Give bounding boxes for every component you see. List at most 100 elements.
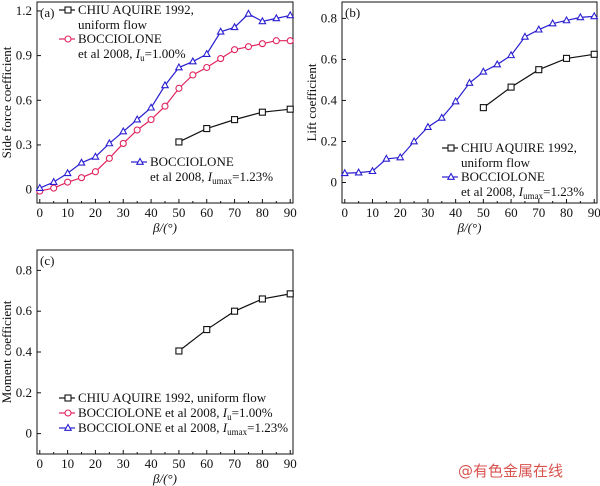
legend-label: uniform flow [461, 155, 531, 170]
circle-marker [77, 174, 86, 182]
triangle-marker [368, 166, 377, 175]
triangle-marker [562, 15, 571, 24]
x-tick-label: 70 [228, 205, 241, 220]
triangle-marker [119, 126, 128, 135]
y-axis-label: Side force coefficient [0, 46, 14, 158]
legend-label: BOCCIOLONE [78, 31, 162, 46]
x-tick-label: 50 [172, 205, 185, 220]
legend-label: BOCCIOLONE et al 2008, Iu=1.00% [78, 405, 273, 422]
triangle-marker [354, 168, 363, 176]
circle-marker [147, 116, 155, 124]
square-marker [590, 50, 598, 58]
square-marker [286, 105, 294, 113]
triangle-marker [451, 96, 460, 105]
y-tick-label: 0.3 [16, 137, 32, 152]
circle-marker [258, 40, 266, 48]
y-tick-label: 0 [331, 174, 338, 189]
triangle-marker [258, 16, 267, 25]
square-marker [535, 66, 543, 74]
circle-marker [119, 139, 127, 147]
square-marker [231, 116, 239, 124]
triangle-marker [230, 22, 239, 31]
square-marker [562, 54, 571, 62]
x-tick-label: 90 [588, 205, 600, 220]
chart-panel-a: 0 10 20 30 40 50 60 70 80 90 0 0.3 0.6 0.9 1.2 β/(°) Sid… [0, 1, 297, 235]
y-tick-label: 0.8 [321, 10, 337, 25]
circle-marker [161, 102, 169, 110]
legend-label: et al 2008, Iumax=1.23% [150, 169, 273, 186]
triangle-marker [493, 59, 502, 68]
triangle-marker [272, 13, 281, 22]
square-marker [258, 108, 266, 116]
square-marker [175, 138, 183, 146]
series-bocc_iumax [340, 11, 599, 177]
x-tick-label: 90 [284, 205, 297, 220]
legend-label: CHIU AQUIRE 1992, uniform flow [78, 390, 267, 405]
legend-label: et al 2008, Iumax=1.23% [461, 184, 584, 201]
series-bocc_iumax [35, 9, 295, 191]
x-tick-label: 80 [256, 205, 269, 220]
x-tick-label: 0 [37, 205, 44, 220]
panel-label: (a) [40, 5, 54, 20]
legend: CHIU AQUIRE 1992, uniform flowBOCCIOLONE… [59, 390, 288, 437]
legend-label: BOCCIOLONE et al 2008, Iumax=1.23% [78, 420, 288, 437]
triangle-marker [465, 78, 474, 86]
square-marker [203, 326, 211, 334]
x-axis-label: β/(°) [152, 471, 177, 486]
triangle-marker [146, 103, 156, 111]
triangle-marker [423, 122, 433, 130]
x-tick-label: 20 [89, 205, 102, 220]
y-tick-label: 0.2 [16, 385, 32, 400]
triangle-marker [340, 168, 349, 177]
triangle-marker [160, 80, 170, 89]
triangle-marker [520, 32, 530, 40]
y-tick-label: 1.2 [16, 3, 32, 18]
x-tick-label: 60 [505, 205, 518, 220]
x-tick-label: 10 [366, 205, 379, 220]
y-axis-label: Moment coefficient [0, 300, 14, 403]
triangle-marker [188, 56, 197, 65]
circle-marker [91, 168, 99, 176]
series-chiu [175, 105, 294, 146]
legend-label: CHIU AQUIRE 1992, [461, 140, 577, 155]
triangle-marker [286, 10, 295, 19]
series-line [178, 293, 291, 352]
circle-marker [244, 43, 253, 51]
triangle-marker [446, 172, 456, 180]
legend-label: BOCCIOLONE [150, 154, 234, 169]
y-tick-label: 0.6 [16, 303, 33, 318]
square-marker [175, 347, 183, 355]
triangle-marker [382, 154, 391, 162]
series-line [178, 108, 291, 143]
x-tick-label: 40 [145, 205, 158, 220]
series-chiu [175, 290, 294, 355]
y-axis-label: Lift coefficient [304, 63, 319, 141]
triangle-marker [202, 49, 211, 57]
x-tick-label: 50 [172, 456, 185, 471]
y-tick-label: 0 [26, 426, 33, 441]
circle-marker [231, 46, 239, 54]
x-tick-label: 20 [89, 456, 102, 471]
triangle-marker [35, 183, 44, 191]
square-marker [64, 6, 72, 14]
legend-label: CHIU AQUIRE 1992, [78, 2, 194, 17]
triangle-marker [396, 152, 405, 161]
square-marker [258, 295, 266, 303]
panel-label: (b) [345, 5, 360, 20]
x-tick-label: 70 [228, 456, 241, 471]
x-tick-label: 30 [117, 456, 130, 471]
x-tick-label: 80 [256, 456, 269, 471]
triangle-marker [174, 62, 184, 71]
series-bocc_iu [36, 37, 294, 195]
circle-marker [189, 71, 197, 79]
triangle-marker [506, 50, 516, 59]
chart-panel-c: 0 10 20 30 40 50 60 70 80 90 0 0.2 0.4 0.6 0.8 β/(°) Mom… [0, 249, 297, 486]
circle-marker [64, 35, 72, 43]
circle-marker [64, 409, 72, 417]
square-marker [447, 144, 455, 152]
triangle-marker [576, 12, 585, 21]
circle-marker [286, 37, 294, 45]
x-tick-label: 40 [449, 205, 462, 220]
x-tick-label: 60 [200, 205, 213, 220]
